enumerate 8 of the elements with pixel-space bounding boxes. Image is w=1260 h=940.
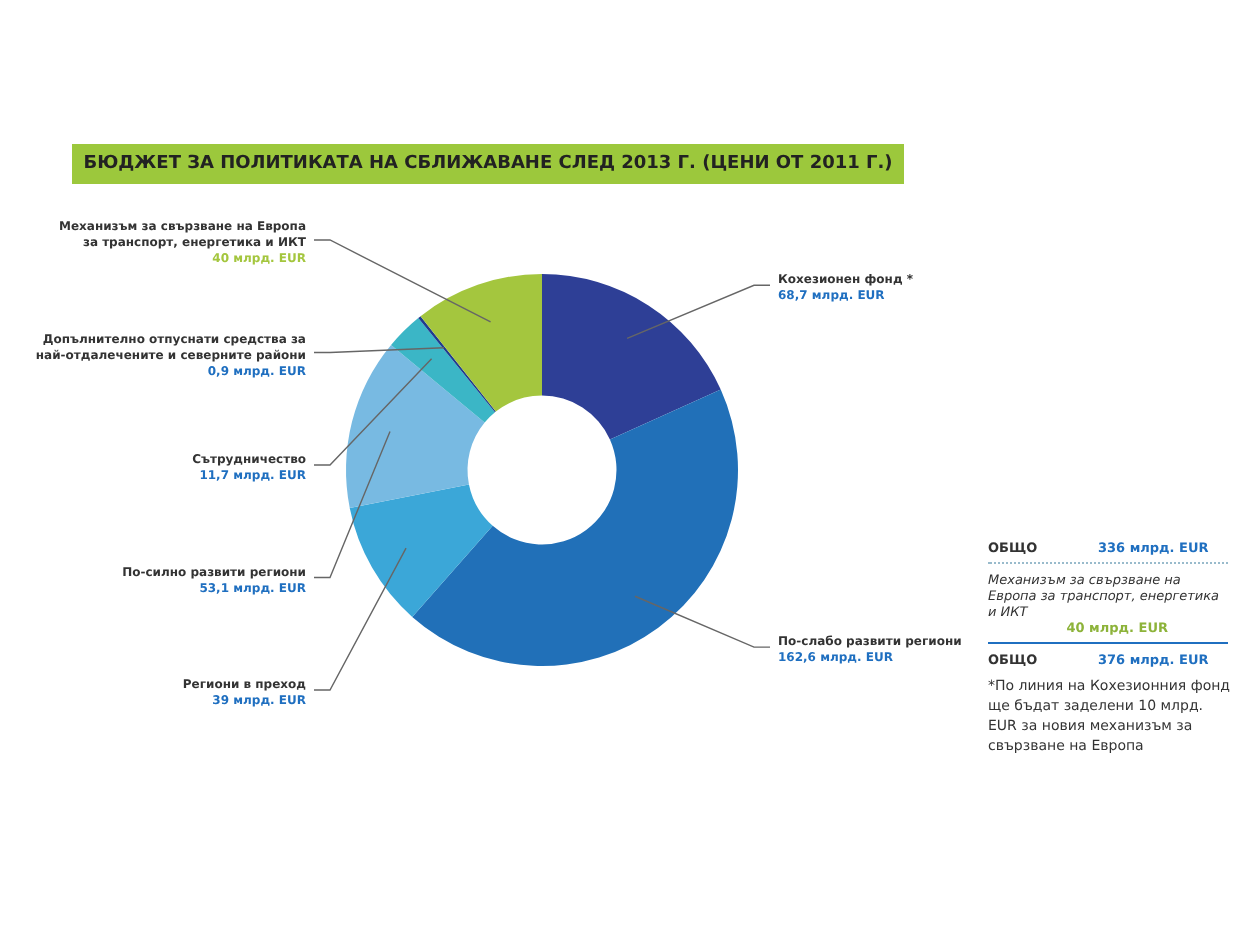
donut-slice xyxy=(346,344,485,509)
donut-slice xyxy=(420,274,542,412)
donut-slice xyxy=(542,274,721,440)
donut-slice xyxy=(349,484,493,617)
chart-title: БЮДЖЕТ ЗА ПОЛИТИКАТА НА СБЛИЖАВАНЕ СЛЕД 2013 Г. (ЦЕНИ ОТ 2011 Г.) xyxy=(72,144,904,184)
donut-slice xyxy=(391,318,495,423)
donut-slice xyxy=(412,389,738,666)
donut-slice xyxy=(418,316,496,413)
